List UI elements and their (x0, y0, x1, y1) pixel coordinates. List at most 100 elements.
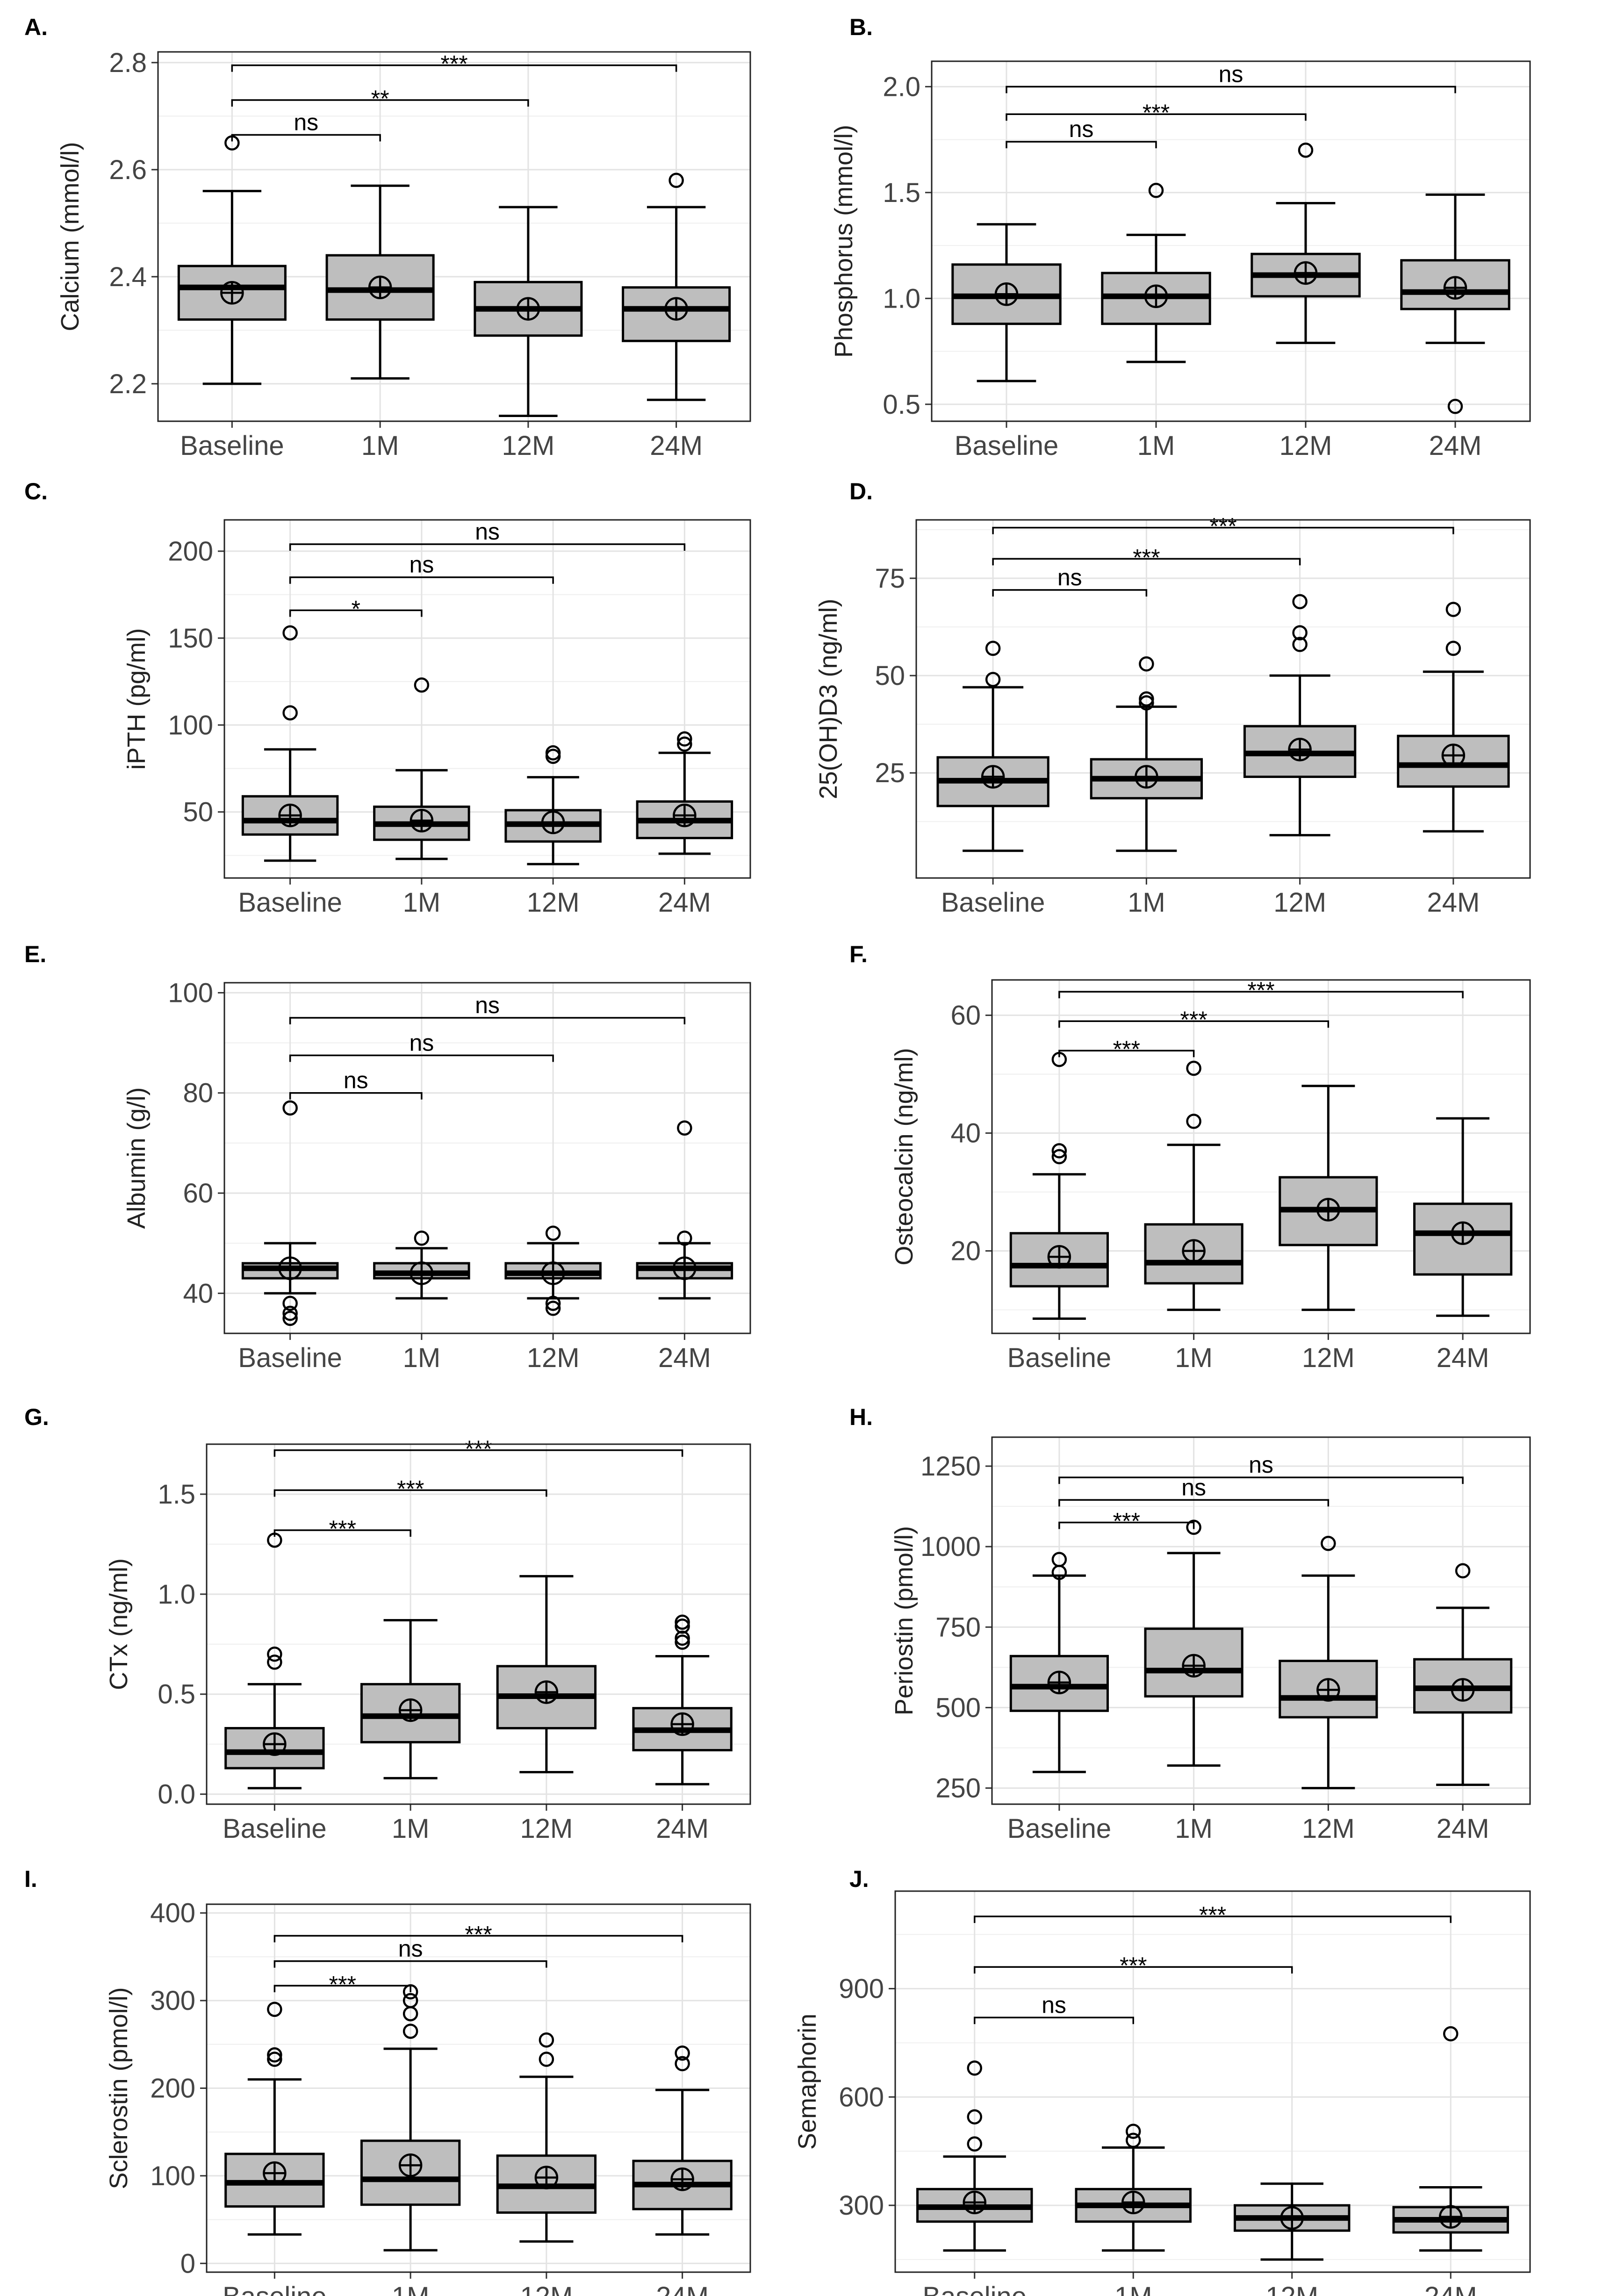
y-tick-label: 2.6 (109, 155, 147, 185)
y-tick-label: 0 (180, 2248, 195, 2279)
panel-g: 0.0 0.5 1.0 1.5 Baseline 1M 12M 24M *** *** *** CTx… (24, 1404, 751, 1844)
box-1m (325, 184, 435, 380)
significance-bracket (1058, 1521, 1195, 1529)
x-tick-label: Baseline (1007, 1814, 1111, 1844)
panel-letter: B. (849, 14, 873, 40)
significance-label: *** (1209, 513, 1236, 540)
box-1m (1090, 656, 1203, 852)
outlier-point (402, 1993, 418, 2008)
x-tick-label: 1M (1175, 1343, 1213, 1373)
y-tick-label: 0.5 (158, 1679, 195, 1710)
outlier-point (677, 1120, 692, 1136)
x-tick-label: 1M (1114, 2282, 1152, 2296)
plot-border (915, 519, 1531, 879)
x-tick-label: 1M (1137, 431, 1175, 461)
y-tick-label: 600 (839, 2082, 884, 2112)
x-tick-label: Baseline (238, 887, 342, 918)
box-baseline (241, 1100, 339, 1326)
significance-label: ns (1219, 61, 1243, 87)
x-tick-label: 1M (1128, 887, 1165, 918)
significance-bracket (231, 99, 529, 107)
box-12m (496, 2032, 597, 2243)
y-tick-label: 80 (183, 1078, 213, 1108)
outlier-point (1051, 1552, 1067, 1567)
significance-label: *** (329, 1971, 356, 1997)
significance-bracket (1006, 141, 1157, 149)
significance-bracket (1058, 1050, 1195, 1058)
outlier-point (545, 1225, 561, 1241)
outlier-point (282, 1310, 298, 1326)
significance-label: *** (1247, 977, 1274, 1003)
outlier-point (545, 1301, 561, 1316)
outlier-point (1445, 641, 1461, 656)
outlier-point (267, 2047, 282, 2063)
significance-label: *** (329, 1516, 356, 1542)
box-1m (1144, 1060, 1243, 1311)
box-baseline (1009, 1051, 1109, 1320)
outlier-point (267, 1655, 282, 1670)
significance-label: *** (465, 1436, 492, 1462)
significance-bracket (273, 1449, 683, 1457)
y-tick-label: 150 (168, 623, 213, 654)
box-12m (1243, 594, 1357, 836)
panel-letter: C. (24, 478, 48, 504)
y-axis-label: Sclerostin (pmol/l) (105, 1987, 133, 2189)
x-tick-label: 12M (1273, 887, 1326, 918)
box-baseline (177, 135, 287, 385)
outlier-point (677, 731, 692, 747)
significance-label: *** (1113, 1036, 1140, 1062)
x-tick-label: Baseline (238, 1343, 342, 1373)
outlier-point (675, 1614, 690, 1630)
significance-bracket (231, 134, 381, 142)
panel-b: 0.5 1.0 1.5 2.0 Baseline 1M 12M 24M ns *** ns Phosp… (830, 14, 1531, 461)
box-24m (622, 173, 731, 401)
panel-j: 300 600 900 Baseline 1M 12M 24M ns *** *** Semapho… (793, 1866, 1531, 2296)
y-tick-label: 0.5 (883, 389, 920, 420)
plot-border (991, 1436, 1531, 1805)
outlier-point (1292, 625, 1308, 641)
x-tick-label: 12M (520, 2282, 573, 2296)
box-24m (1397, 602, 1510, 833)
significance-label: *** (1180, 1007, 1207, 1033)
x-tick-label: 12M (520, 1814, 573, 1844)
outlier-point (1186, 1114, 1201, 1129)
significance-bracket (289, 1017, 686, 1024)
outlier-point (1292, 637, 1308, 652)
x-tick-label: 24M (1424, 2282, 1477, 2296)
x-tick-label: 24M (1437, 1343, 1489, 1373)
significance-label: ns (475, 518, 500, 545)
panel-letter: F. (849, 941, 868, 967)
outlier-point (402, 2023, 418, 2039)
box-24m (632, 1614, 733, 1785)
significance-bracket (273, 1935, 683, 1943)
box-12m (1234, 2182, 1351, 2261)
y-tick-label: 300 (150, 1986, 195, 2016)
outlier-point (1186, 1060, 1201, 1076)
outlier-point (1051, 1143, 1067, 1159)
y-tick-label: 250 (935, 1773, 981, 1804)
x-tick-label: 12M (1279, 431, 1332, 461)
outlier-point (675, 2056, 690, 2072)
outlier-point (985, 641, 1001, 656)
significance-bracket (273, 1529, 411, 1537)
outlier-point (967, 2136, 982, 2152)
plot-border (931, 60, 1531, 422)
y-tick-label: 25 (875, 758, 905, 788)
outlier-point (267, 2001, 282, 2017)
significance-bracket (1006, 113, 1307, 121)
y-tick-label: 60 (183, 1178, 213, 1209)
x-tick-label: Baseline (1007, 1343, 1111, 1373)
x-tick-label: Baseline (941, 887, 1045, 918)
y-tick-label: 400 (150, 1898, 195, 1929)
y-tick-label: 200 (150, 2073, 195, 2104)
outlier-point (282, 1100, 298, 1116)
significance-label: ns (409, 1029, 434, 1056)
significance-bracket (992, 558, 1301, 566)
outlier-point (1455, 1563, 1471, 1579)
x-tick-label: 24M (1429, 431, 1482, 461)
y-tick-label: 900 (839, 1974, 884, 2004)
significance-bracket (289, 576, 554, 584)
y-axis-label: iPTH (pg/ml) (122, 628, 151, 770)
outlier-point (1445, 602, 1461, 617)
